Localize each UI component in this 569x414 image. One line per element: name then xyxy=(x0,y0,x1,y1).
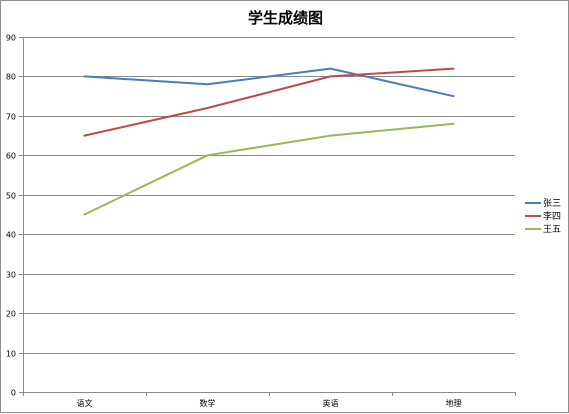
x-tick-label: 英语 xyxy=(323,398,339,408)
axes: 0 10 20 30 40 50 60 70 80 90 语文 数学 英语 地理 xyxy=(6,34,516,409)
x-tick-label: 数学 xyxy=(200,398,216,408)
y-tick-label: 50 xyxy=(6,192,16,201)
y-tick-label: 70 xyxy=(6,113,16,122)
y-tick-label: 40 xyxy=(6,231,16,240)
series-lines xyxy=(84,68,453,214)
y-tick-label: 10 xyxy=(6,350,16,359)
y-tick-label: 0 xyxy=(11,389,16,398)
y-tick-label: 30 xyxy=(6,271,16,280)
x-tick-label: 地理 xyxy=(446,398,462,408)
y-tick-label: 80 xyxy=(6,73,16,82)
series-line-1 xyxy=(85,69,454,136)
legend-label: 张三 xyxy=(543,198,561,209)
legend-label: 李四 xyxy=(543,210,561,222)
gridlines xyxy=(23,38,515,354)
legend-label: 王五 xyxy=(543,224,561,235)
series-line-2 xyxy=(85,124,454,215)
y-tick-label: 90 xyxy=(6,34,16,43)
y-tick-label: 60 xyxy=(6,152,16,161)
x-tick-label: 语文 xyxy=(77,398,93,408)
y-tick-label: 20 xyxy=(6,310,16,319)
